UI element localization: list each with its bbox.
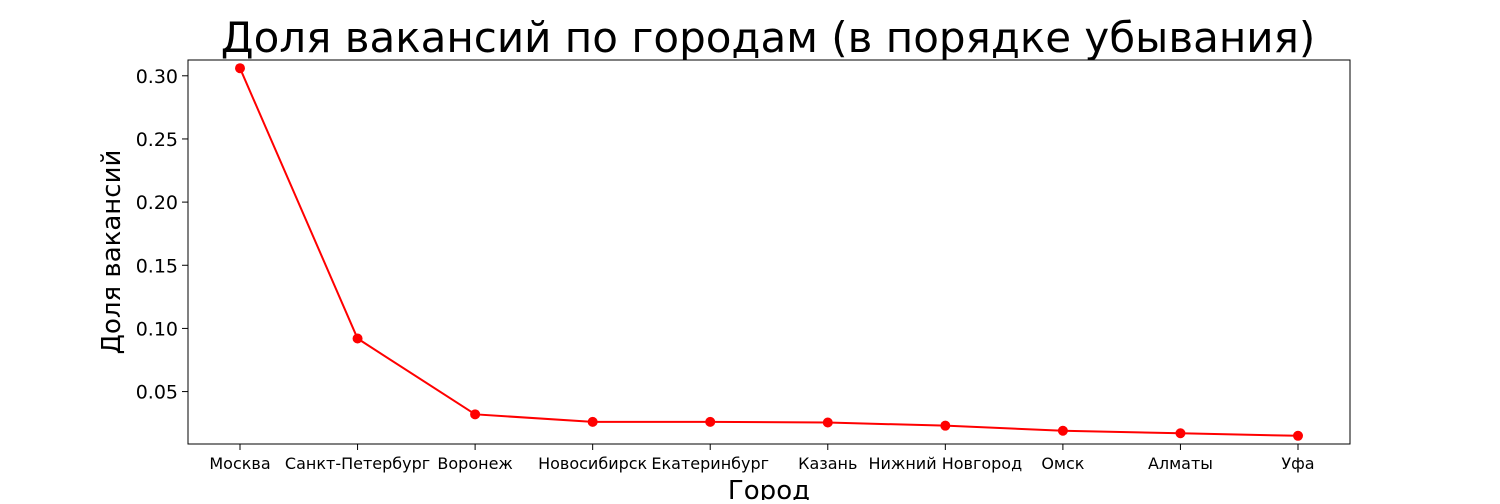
series-layer bbox=[235, 63, 1303, 441]
data-point bbox=[705, 416, 716, 427]
x-tick-label: Омск bbox=[1041, 454, 1084, 473]
data-point bbox=[822, 417, 833, 428]
data-point bbox=[235, 63, 245, 74]
data-point bbox=[1175, 428, 1186, 439]
y-axis-ticks: 0.05 0.10 0.15 0.20 0.25 0.30 bbox=[136, 66, 188, 404]
data-point bbox=[1057, 425, 1068, 436]
x-tick-label: Екатеринбург bbox=[651, 454, 769, 473]
data-point bbox=[940, 420, 951, 431]
y-tick-label: 0.10 bbox=[136, 318, 178, 340]
x-tick-label: Санкт-Петербург bbox=[285, 454, 430, 473]
x-tick-label: Новосибирск bbox=[538, 454, 647, 473]
y-tick-label: 0.25 bbox=[136, 129, 178, 151]
y-tick-label: 0.05 bbox=[136, 382, 178, 404]
x-tick-label: Москва bbox=[209, 454, 270, 473]
data-point bbox=[352, 333, 363, 344]
series-line bbox=[239, 67, 1299, 437]
y-tick-label: 0.15 bbox=[136, 255, 178, 277]
x-tick-label: Казань bbox=[798, 454, 857, 473]
chart-title: Доля вакансий по городам (в порядке убыв… bbox=[221, 13, 1315, 62]
y-axis-label: Доля вакансий bbox=[97, 150, 127, 355]
y-tick-label: 0.20 bbox=[136, 192, 178, 214]
plot-area bbox=[187, 59, 1351, 445]
x-tick-label: Уфа bbox=[1281, 454, 1314, 473]
data-point bbox=[587, 416, 598, 427]
x-tick-label: Нижний Новгород bbox=[869, 454, 1023, 473]
data-point bbox=[1293, 430, 1303, 441]
x-axis-label: Город bbox=[728, 476, 810, 500]
x-tick-label: Воронеж bbox=[437, 454, 512, 473]
y-tick-label: 0.30 bbox=[136, 66, 178, 88]
data-point bbox=[470, 409, 481, 420]
x-tick-label: Алматы bbox=[1148, 454, 1213, 473]
x-axis-ticks: Москва Санкт-Петербург Воронеж Новосибирск Е… bbox=[209, 444, 1315, 473]
